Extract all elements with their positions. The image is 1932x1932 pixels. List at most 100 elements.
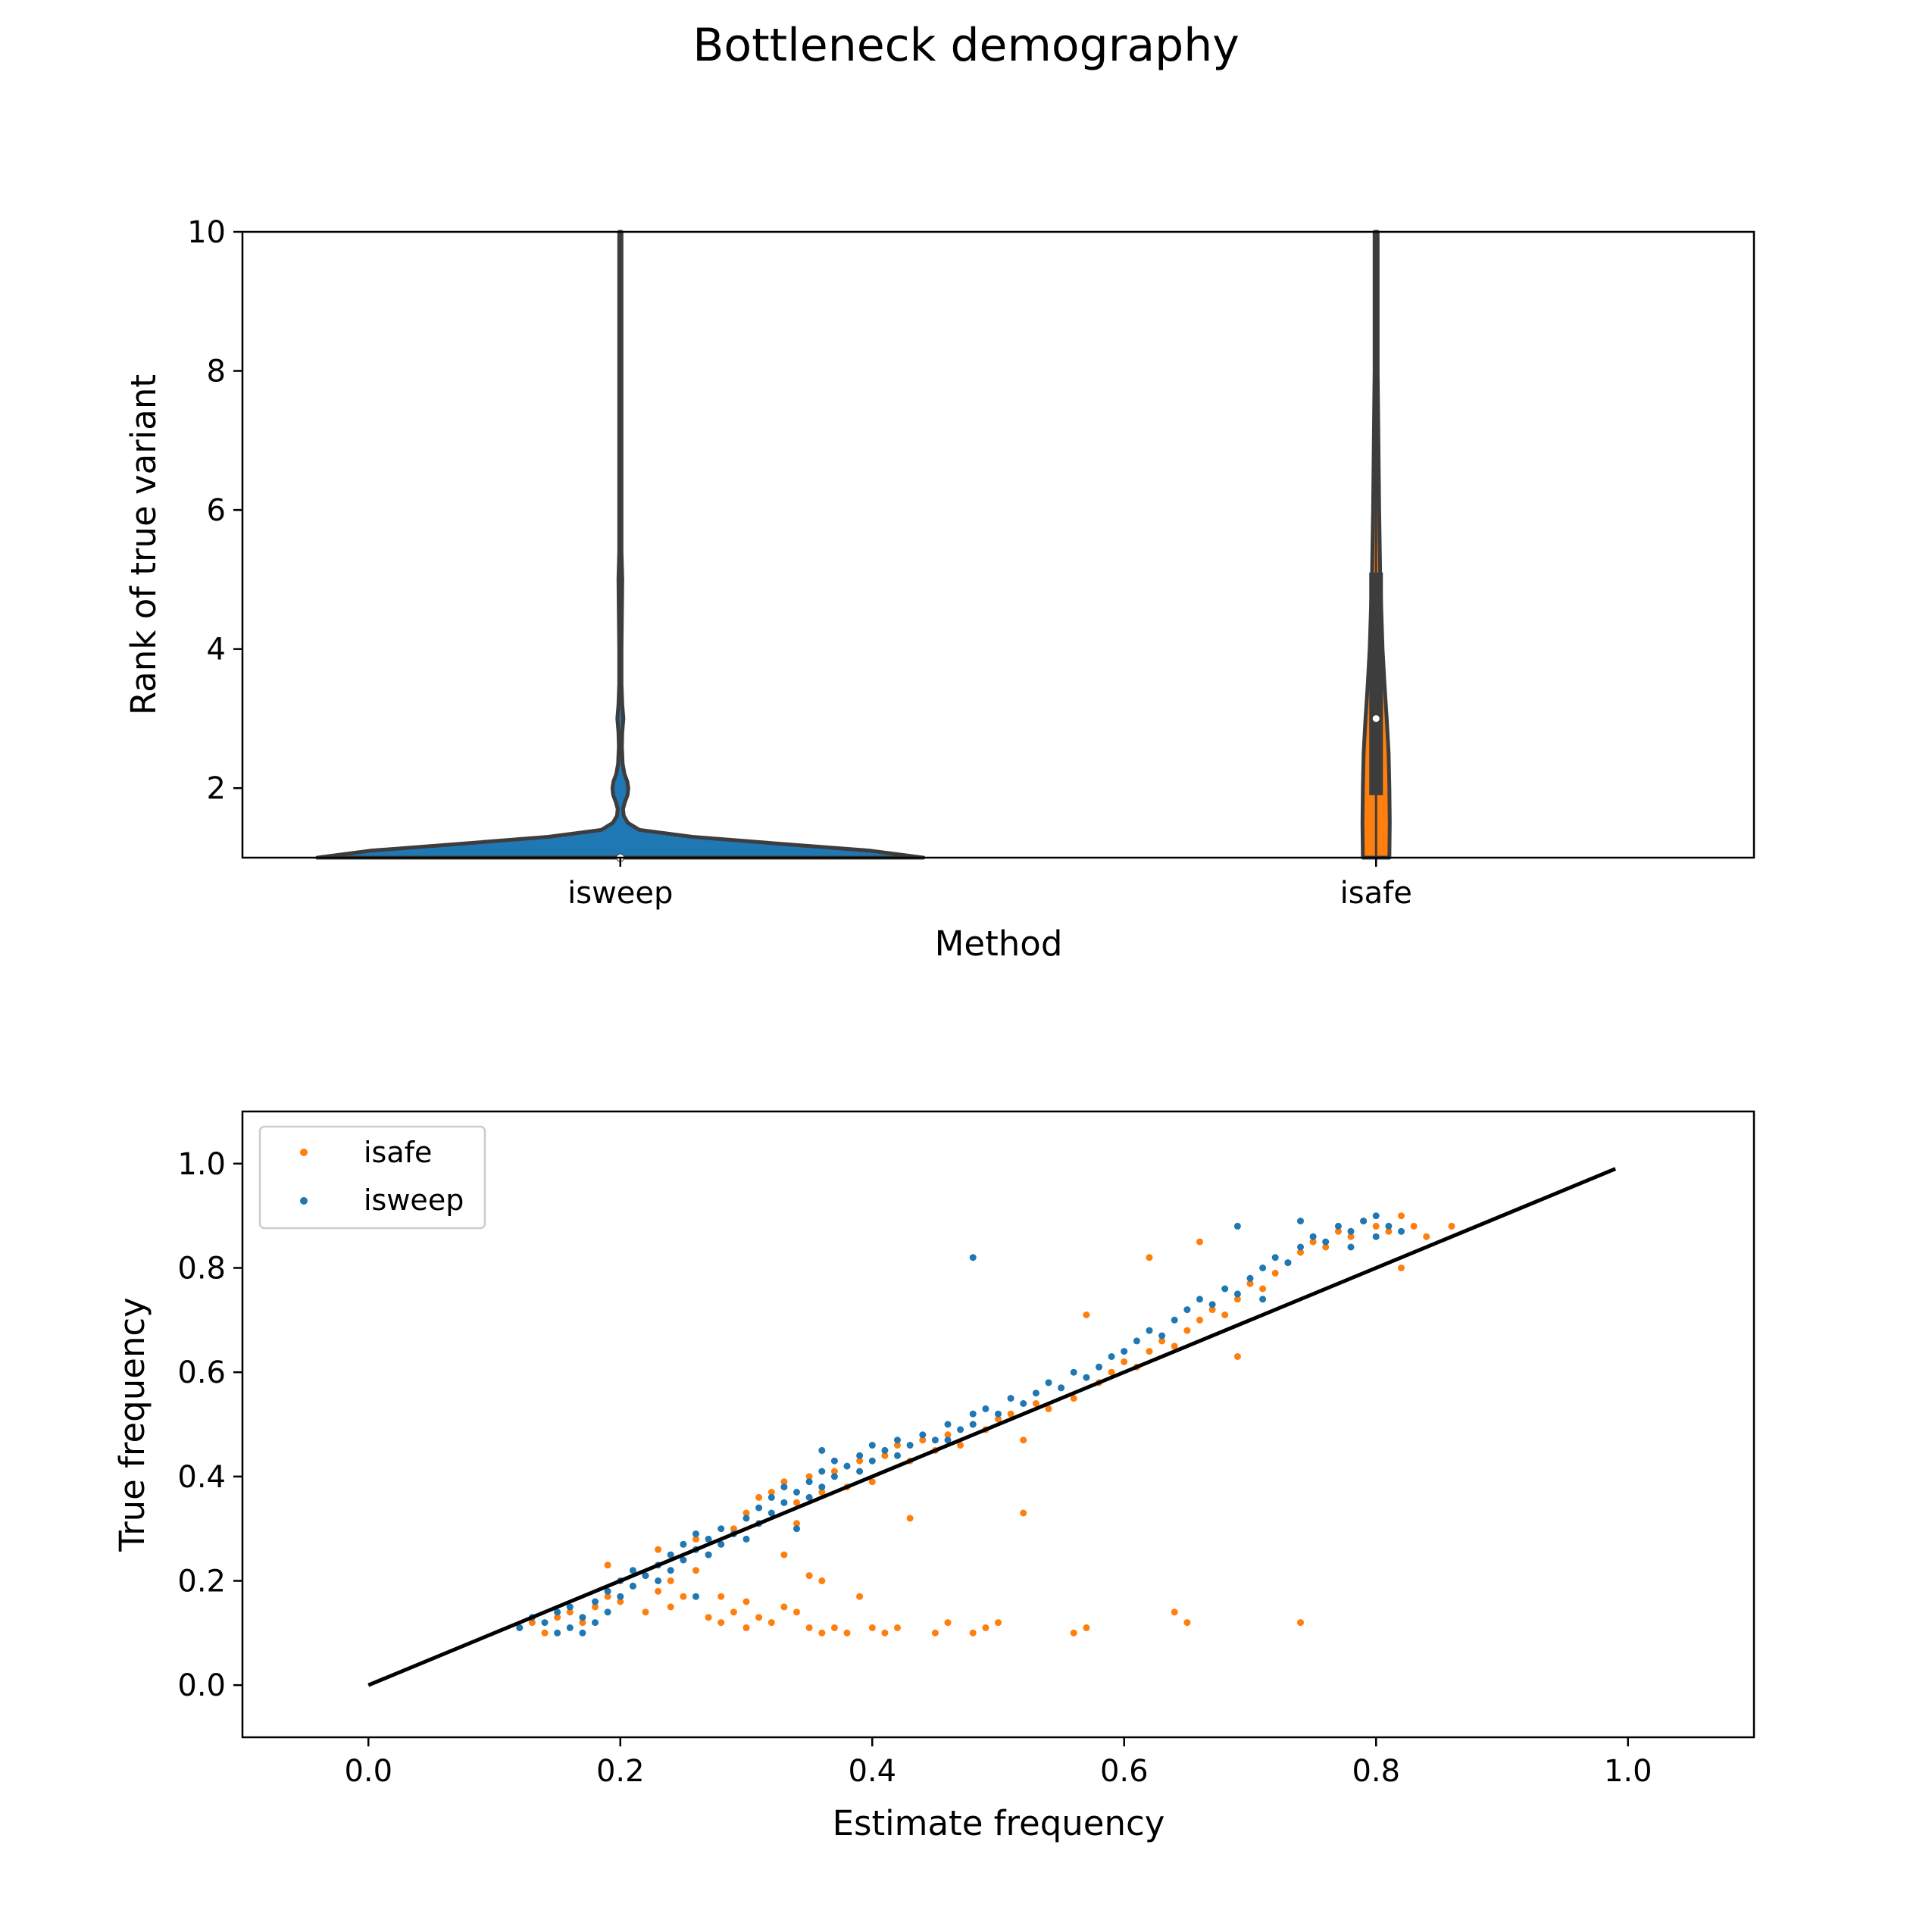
scatter-point-isafe (805, 1624, 813, 1631)
scatter-x-tick-label: 0.6 (1100, 1754, 1149, 1789)
scatter-point-isweep (894, 1436, 901, 1444)
scatter-point-isafe (667, 1603, 674, 1611)
legend-marker-isafe (300, 1149, 308, 1156)
scatter-point-isafe (856, 1593, 864, 1600)
scatter-point-isafe (793, 1499, 800, 1506)
legend-box (258, 1125, 486, 1230)
scatter-point-isafe (692, 1535, 699, 1543)
scatter-point-isafe (617, 1598, 624, 1605)
scatter-point-isweep (617, 1593, 624, 1600)
scatter-point-isweep (780, 1483, 788, 1491)
scatter-point-isweep (579, 1614, 586, 1621)
scatter-point-isafe (1020, 1509, 1027, 1517)
scatter-point-isweep (944, 1436, 952, 1444)
scatter-point-isweep (592, 1598, 599, 1605)
scatter-point-isafe (818, 1629, 826, 1637)
scatter-point-isafe (1259, 1285, 1267, 1293)
scatter-point-isweep (1070, 1368, 1077, 1376)
scatter-point-isafe (541, 1629, 549, 1637)
violin-y-tick-label: 6 (207, 493, 226, 528)
scatter-point-isweep (1133, 1337, 1140, 1345)
scatter-point-isafe (566, 1608, 574, 1616)
scatter-point-isafe (780, 1603, 788, 1611)
scatter-point-isweep (1146, 1327, 1153, 1334)
scatter-point-isweep (1246, 1274, 1254, 1282)
scatter-y-tick-label: 0.4 (177, 1460, 226, 1495)
scatter-point-isweep (1271, 1254, 1279, 1261)
scatter-point-isafe (730, 1525, 737, 1533)
scatter-point-isafe (805, 1473, 813, 1480)
scatter-point-isweep (566, 1603, 574, 1611)
violin-y-tick-label: 8 (207, 355, 226, 389)
scatter-point-isweep (1259, 1265, 1267, 1271)
violin-chart: 2 4 6 8 10 isweep isafe Method Rank of true v… (123, 215, 1755, 964)
scatter-point-isafe (692, 1567, 699, 1574)
scatter-point-isafe (957, 1442, 964, 1449)
scatter-series-isweep (516, 1212, 1405, 1637)
scatter-point-isafe (604, 1593, 611, 1600)
scatter-point-isweep (805, 1493, 813, 1501)
scatter-point-isweep (856, 1452, 864, 1459)
scatter-point-isweep (1322, 1238, 1330, 1246)
scatter-point-isafe (1309, 1238, 1317, 1246)
scatter-point-isweep (742, 1515, 750, 1522)
violin-x-axis-label: Method (935, 924, 1063, 964)
scatter-point-isweep (919, 1431, 927, 1439)
scatter-point-isweep (1398, 1227, 1405, 1235)
scatter-point-isafe (717, 1593, 725, 1600)
scatter-point-isafe (793, 1520, 800, 1527)
scatter-point-isweep (793, 1525, 800, 1533)
scatter-point-isafe (894, 1442, 901, 1449)
scatter-point-isafe (919, 1436, 927, 1444)
scatter-marks (516, 1212, 1455, 1637)
scatter-point-isafe (995, 1415, 1002, 1423)
scatter-point-isweep (1007, 1395, 1014, 1402)
scatter-point-isafe (931, 1629, 939, 1637)
scatter-point-isafe (1410, 1222, 1418, 1230)
scatter-point-isafe (881, 1452, 889, 1459)
scatter-point-isweep (680, 1540, 687, 1548)
scatter-point-isweep (830, 1473, 838, 1480)
scatter-point-isweep (604, 1587, 611, 1595)
scatter-point-isafe (944, 1619, 952, 1627)
scatter-point-isweep (705, 1535, 712, 1543)
scatter-point-isafe (780, 1551, 788, 1558)
scatter-point-isweep (604, 1608, 611, 1616)
figure-title: Bottleneck demography (692, 19, 1240, 72)
scatter-point-isafe (767, 1619, 775, 1627)
scatter-point-isafe (767, 1489, 775, 1496)
scatter-point-isweep (1259, 1296, 1267, 1303)
scatter-point-isweep (1020, 1400, 1027, 1407)
scatter-point-isafe (1347, 1233, 1355, 1240)
violin-median-isafe (1371, 714, 1380, 723)
scatter-point-isweep (705, 1551, 712, 1558)
scatter-point-isweep (1171, 1316, 1178, 1324)
legend-label-isafe: isafe (364, 1136, 432, 1169)
scatter-point-isweep (1221, 1285, 1229, 1293)
scatter-point-isweep (642, 1572, 649, 1580)
scatter-point-isweep (1183, 1306, 1191, 1314)
scatter-point-isweep (1058, 1384, 1065, 1392)
scatter-plot-frame (241, 1110, 1755, 1739)
scatter-point-isafe (830, 1468, 838, 1475)
scatter-point-isafe (1183, 1619, 1191, 1627)
scatter-point-isweep (1372, 1212, 1380, 1220)
scatter-point-isafe (1334, 1227, 1342, 1235)
scatter-point-isweep (830, 1457, 838, 1465)
scatter-point-isweep (629, 1567, 636, 1574)
scatter-point-isweep (957, 1426, 964, 1433)
scatter-point-isweep (944, 1421, 952, 1428)
scatter-point-isweep (1334, 1222, 1342, 1230)
scatter-point-isafe (1208, 1306, 1216, 1314)
scatter-point-isweep (554, 1608, 561, 1616)
scatter-y-tick-label: 1.0 (177, 1147, 226, 1182)
scatter-point-isafe (793, 1608, 800, 1616)
scatter-point-isweep (516, 1624, 524, 1631)
scatter-point-isweep (717, 1525, 725, 1533)
scatter-point-isweep (818, 1483, 826, 1491)
violin-y-tick-label: 10 (187, 215, 226, 250)
scatter-point-isweep (717, 1540, 725, 1548)
scatter-point-isafe (1297, 1619, 1304, 1627)
scatter-x-tick-label: 0.4 (848, 1754, 896, 1789)
